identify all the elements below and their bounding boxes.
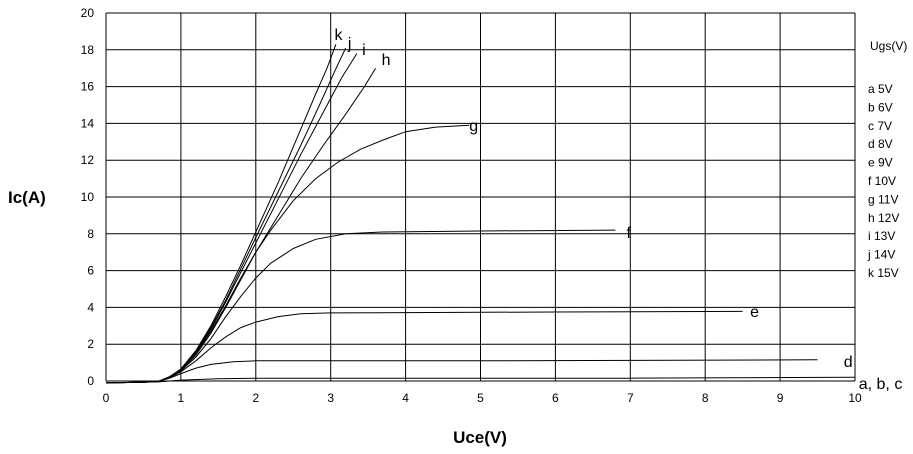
curve-label-j: j (347, 35, 352, 52)
y-tick-label: 18 (81, 43, 95, 57)
y-tick-label: 10 (81, 190, 95, 204)
y-tick-label: 4 (87, 300, 94, 314)
legend-entry-j: j 14V (867, 248, 895, 262)
x-axis-title: Uce(V) (453, 428, 507, 447)
x-tick-label: 4 (402, 391, 409, 405)
y-tick-label: 12 (81, 153, 95, 167)
curve-label-h: h (382, 52, 391, 69)
x-axis-ticks: 0 1 2 3 4 5 6 7 8 9 10 (103, 391, 862, 405)
x-tick-label: 5 (477, 391, 484, 405)
curve-label-e: e (750, 304, 759, 321)
curve-label-i: i (362, 42, 366, 59)
series-line-abc (105, 376, 856, 384)
x-tick-label: 2 (252, 391, 259, 405)
x-tick-label: 6 (552, 391, 559, 405)
legend-entry-k: k 15V (868, 266, 899, 280)
series-line-f (105, 229, 616, 384)
grid (105, 12, 856, 382)
legend-entry-f: f 10V (868, 174, 896, 188)
x-tick-label: 1 (178, 391, 185, 405)
y-tick-label: 0 (87, 374, 94, 388)
x-tick-label: 7 (627, 391, 634, 405)
legend-entry-a: a 5V (868, 82, 893, 96)
curve-label-abc: a, b, c (859, 376, 903, 393)
y-axis-ticks: 0 2 4 6 8 10 12 14 16 18 20 (81, 6, 95, 388)
curve-label-k: k (334, 27, 343, 44)
x-tick-label: 0 (103, 391, 110, 405)
series-line-k (105, 44, 337, 384)
legend-entry-b: b 6V (868, 100, 893, 114)
x-tick-label: 10 (848, 391, 862, 405)
legend-entry-i: i 13V (868, 229, 895, 243)
series-line-j (105, 47, 347, 384)
y-tick-label: 20 (81, 6, 95, 20)
y-tick-label: 2 (87, 337, 94, 351)
x-tick-label: 9 (777, 391, 784, 405)
y-tick-label: 14 (81, 116, 95, 130)
legend-entry-d: d 8V (868, 137, 893, 151)
legend-entry-c: c 7V (868, 119, 892, 133)
y-tick-label: 6 (87, 264, 94, 278)
y-tick-label: 16 (81, 80, 95, 94)
legend-entry-e: e 9V (868, 156, 893, 170)
curve-label-d: d (844, 354, 853, 371)
x-tick-label: 8 (702, 391, 709, 405)
series-group (105, 44, 856, 384)
legend: Ugs(V) a 5V b 6V c 7V d 8V e 9V f 10V g 11V h 1… (867, 39, 907, 280)
x-tick-label: 3 (327, 391, 334, 405)
legend-entry-h: h 12V (868, 211, 899, 225)
y-axis-title: Ic(A) (8, 188, 46, 207)
legend-entry-g: g 11V (868, 192, 898, 206)
legend-title: Ugs(V) (870, 39, 907, 53)
curve-label-f: f (627, 225, 632, 242)
series-line-h (105, 67, 377, 384)
y-tick-label: 8 (87, 227, 94, 241)
curve-label-g: g (469, 118, 478, 135)
